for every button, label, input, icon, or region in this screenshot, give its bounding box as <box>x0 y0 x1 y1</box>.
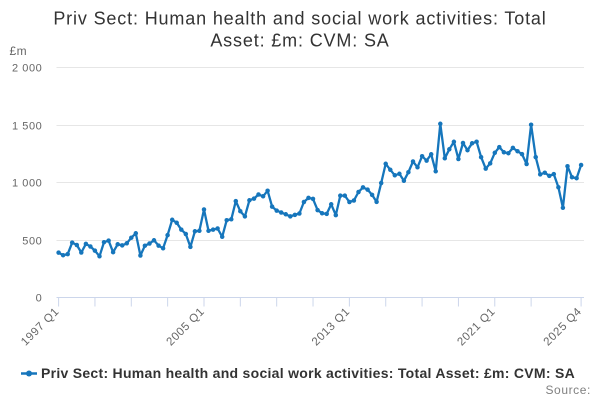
svg-text:1 000: 1 000 <box>12 178 42 190</box>
svg-text:Priv Sect: Human health and so: Priv Sect: Human health and social work … <box>41 365 575 381</box>
svg-text:Asset: £m: CVM: SA: Asset: £m: CVM: SA <box>210 31 389 51</box>
svg-text:2 000: 2 000 <box>12 63 42 75</box>
svg-text:Source:: Source: <box>545 383 591 397</box>
svg-text:Priv Sect: Human health and so: Priv Sect: Human health and social work … <box>53 9 546 29</box>
svg-text:£m: £m <box>10 44 28 58</box>
svg-text:0: 0 <box>36 293 43 305</box>
svg-text:1 500: 1 500 <box>12 121 42 133</box>
svg-text:500: 500 <box>22 236 42 248</box>
